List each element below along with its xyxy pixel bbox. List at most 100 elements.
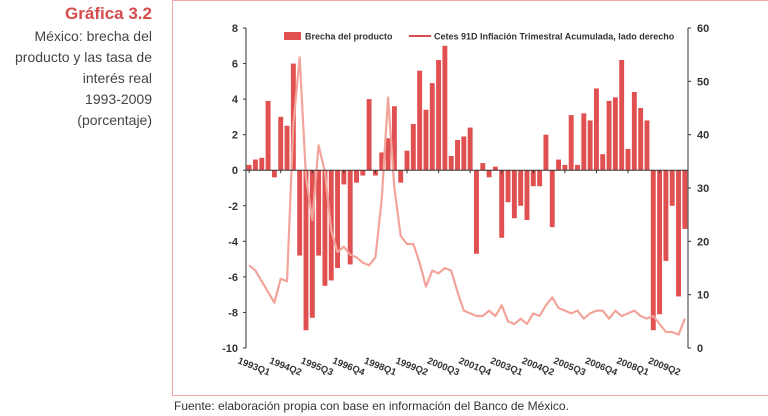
bar xyxy=(524,170,530,220)
figure-caption: Gráfica 3.2 México: brecha del producto … xyxy=(0,4,152,131)
x-tick-label: 2001Q4 xyxy=(457,356,493,379)
y2-tick-label: 30 xyxy=(697,183,709,195)
bar xyxy=(467,127,473,171)
bar xyxy=(259,157,265,171)
source-note: Fuente: elaboración propia con base en i… xyxy=(174,399,569,413)
bar xyxy=(562,164,568,171)
bar xyxy=(486,170,492,178)
y-tick-label: 8 xyxy=(232,23,238,35)
bar xyxy=(625,148,631,171)
bar xyxy=(461,136,467,171)
x-tick-label: 2009Q2 xyxy=(646,356,681,379)
chart-frame: 8 6 4 2 0 -2 -4 -6 -8 -10 60 50 40 30 20 10 0 1993Q1 1994Q… xyxy=(172,0,768,396)
x-tick-label: 2008Q1 xyxy=(615,356,651,379)
bar xyxy=(619,60,625,171)
caption-line: interés real xyxy=(82,70,152,86)
bar xyxy=(644,120,650,171)
bar xyxy=(581,113,587,171)
bar xyxy=(587,120,593,171)
bar xyxy=(511,170,517,219)
bar xyxy=(474,170,479,254)
caption-line: producto y las tasa de xyxy=(15,49,152,65)
chart: 86420-2-4-6-8-1060504030201001993Q11994Q… xyxy=(222,23,709,379)
y-tick-label: -6 xyxy=(228,272,238,284)
y2-tick-label: 10 xyxy=(697,290,709,302)
bar xyxy=(543,134,549,171)
y-tick-label: -8 xyxy=(228,307,238,319)
bar xyxy=(556,159,562,171)
bar xyxy=(322,170,328,286)
bar xyxy=(354,170,359,183)
bar xyxy=(518,170,524,206)
bar xyxy=(423,109,429,171)
bar xyxy=(429,83,435,171)
y-tick-label: 6 xyxy=(232,59,238,71)
x-tick-label: 1996Q4 xyxy=(331,356,367,379)
y-tick-label: -10 xyxy=(222,343,238,355)
bar xyxy=(442,45,448,171)
bar xyxy=(631,92,637,171)
bar xyxy=(650,170,656,331)
bar xyxy=(682,170,688,229)
x-tick-label: 2000Q3 xyxy=(425,356,460,379)
caption-line: México: brecha del xyxy=(34,28,152,44)
bar xyxy=(316,170,322,256)
legend-label: Brecha del producto xyxy=(305,32,393,42)
legend-label: Cetes 91D Inflación Trimestral Acumulada… xyxy=(434,32,675,42)
x-tick-label: 1994Q2 xyxy=(268,356,303,379)
y-tick-label: 2 xyxy=(232,130,238,142)
x-tick-label: 1998Q1 xyxy=(362,356,398,379)
bar xyxy=(448,156,454,171)
bar xyxy=(253,159,258,171)
x-tick-label: 2005Q3 xyxy=(552,356,587,379)
bar xyxy=(360,170,366,176)
bar xyxy=(391,106,397,171)
bar xyxy=(480,163,486,171)
bar xyxy=(404,150,410,171)
bar xyxy=(663,170,669,261)
y2-tick-label: 50 xyxy=(697,76,709,88)
x-tick-label: 1999Q2 xyxy=(394,356,429,379)
y2-tick-label: 60 xyxy=(697,23,709,35)
bar xyxy=(499,170,505,238)
x-tick-label: 2003Q1 xyxy=(489,356,525,379)
figure-description: México: brecha del producto y las tasa d… xyxy=(0,26,152,131)
bar xyxy=(669,170,675,206)
x-tick-label: 1993Q1 xyxy=(236,356,272,379)
bar xyxy=(676,170,681,297)
bar xyxy=(271,170,277,178)
bar xyxy=(297,170,303,256)
bar xyxy=(417,70,423,171)
bar xyxy=(575,164,580,171)
caption-line: 1993-2009 xyxy=(85,91,152,107)
bar xyxy=(537,170,543,187)
bar xyxy=(341,170,347,185)
y-tick-label: 0 xyxy=(232,165,238,177)
x-tick-label: 2004Q2 xyxy=(520,356,555,379)
bar xyxy=(492,166,498,171)
bar xyxy=(278,116,284,171)
y-tick-label: 4 xyxy=(232,94,239,106)
bar xyxy=(347,170,353,265)
bar xyxy=(265,100,271,171)
bar xyxy=(530,170,536,187)
bar xyxy=(410,124,416,171)
bar xyxy=(593,88,599,171)
y2-tick-label: 40 xyxy=(697,130,709,142)
figure-title: Gráfica 3.2 xyxy=(65,4,152,23)
y2-tick-label: 20 xyxy=(697,236,709,248)
bar xyxy=(436,60,442,171)
bar xyxy=(606,100,612,171)
bar xyxy=(303,170,309,331)
bar xyxy=(600,154,606,171)
y-tick-label: -2 xyxy=(228,201,238,213)
bar xyxy=(246,164,252,171)
bar xyxy=(455,140,460,171)
bar xyxy=(638,108,644,171)
bar xyxy=(379,152,385,171)
bar xyxy=(284,125,290,171)
bar xyxy=(612,97,618,171)
legend-swatch-bar xyxy=(284,32,301,40)
bar xyxy=(335,170,341,268)
bar xyxy=(549,170,555,228)
